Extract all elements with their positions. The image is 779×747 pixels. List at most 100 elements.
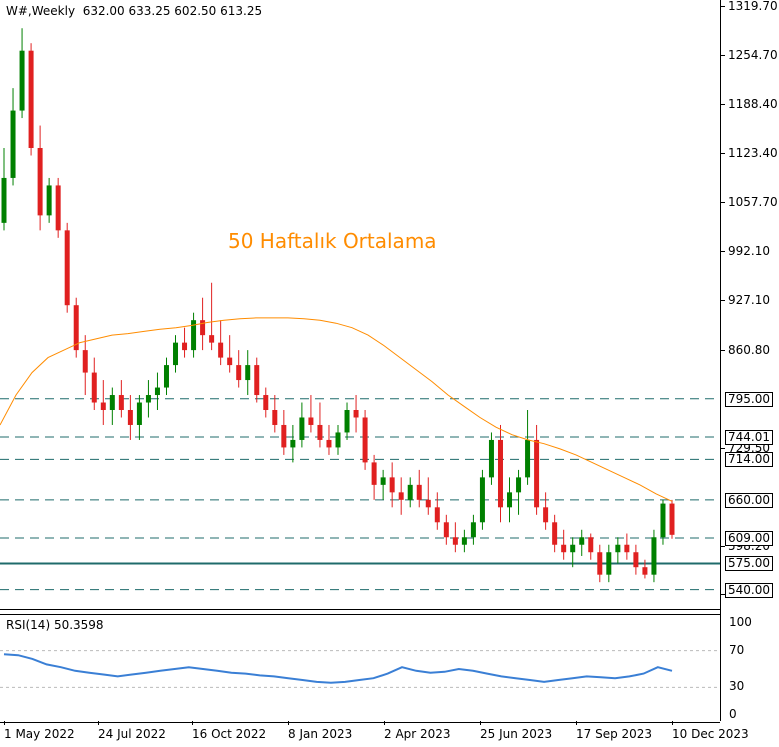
rsi-tick-label: 70 xyxy=(729,642,745,657)
price-chart-panel[interactable]: W#,Weekly 632.00 633.25 602.50 613.25 50… xyxy=(0,0,720,610)
candle-body xyxy=(416,484,422,500)
candle-body xyxy=(389,477,395,493)
price-tick-mark xyxy=(721,546,725,548)
price-tick-mark xyxy=(721,594,725,595)
date-tick-mark xyxy=(672,721,673,725)
candle-body xyxy=(19,50,25,111)
candle-body xyxy=(588,537,594,553)
candle-body xyxy=(371,462,377,485)
candle-body xyxy=(344,410,350,433)
price-tick-mark xyxy=(721,349,725,351)
candle-body xyxy=(163,365,169,388)
candle-body xyxy=(660,503,666,538)
candle-body xyxy=(398,492,404,500)
candle-body xyxy=(534,439,540,508)
candle-body xyxy=(91,372,97,403)
candlestick-chart[interactable] xyxy=(0,0,720,609)
candle-body xyxy=(380,477,386,485)
candle-body xyxy=(443,522,449,538)
ohlc-values: 632.00 633.25 602.50 613.25 xyxy=(82,4,263,18)
candle-body xyxy=(299,417,305,440)
candle-body xyxy=(633,552,639,568)
price-tick-label: 860.80 xyxy=(728,342,770,357)
candle-body xyxy=(191,320,197,351)
price-tick-mark xyxy=(721,447,725,449)
level-price-label: 575.00 xyxy=(725,556,773,572)
candle-body xyxy=(507,492,513,508)
candle-body xyxy=(461,537,467,545)
date-tick-label: 1 May 2022 xyxy=(4,727,75,741)
date-tick-mark xyxy=(384,721,385,725)
rsi-tick-label: 0 xyxy=(729,707,737,721)
candle-body xyxy=(55,185,61,231)
candle-body xyxy=(669,503,675,535)
moving-average-annotation: 50 Haftalık Ortalama xyxy=(228,229,437,253)
candle-body xyxy=(37,148,43,216)
candle-body xyxy=(651,537,657,575)
moving-average-line xyxy=(0,317,673,502)
candle-body xyxy=(145,395,151,403)
candle-body xyxy=(290,439,296,448)
candle-body xyxy=(272,410,278,425)
level-price-label: 795.00 xyxy=(725,391,773,407)
rsi-chart[interactable] xyxy=(0,615,720,722)
candle-body xyxy=(497,439,503,508)
candle-body xyxy=(525,439,531,478)
date-tick-label: 2 Apr 2023 xyxy=(384,727,451,741)
symbol-label: W#,Weekly xyxy=(6,4,76,18)
candle-body xyxy=(236,365,242,381)
candle-body xyxy=(326,439,332,448)
candle-body xyxy=(597,552,603,575)
level-price-label: 714.00 xyxy=(725,452,773,468)
date-tick-label: 24 Jul 2022 xyxy=(98,727,166,741)
candle-body xyxy=(552,522,558,545)
date-tick-mark xyxy=(4,721,5,725)
candle-body xyxy=(561,544,567,553)
candle-body xyxy=(263,395,269,411)
level-price-label: 744.01 xyxy=(725,429,773,445)
date-tick-mark xyxy=(576,721,577,725)
date-tick-mark xyxy=(288,721,289,725)
price-tick-mark xyxy=(721,104,725,106)
candle-body xyxy=(308,417,314,425)
rsi-panel[interactable]: RSI(14) 50.3598 xyxy=(0,614,720,723)
candle-body xyxy=(516,477,522,493)
candle-body xyxy=(362,417,368,463)
candle-body xyxy=(218,342,224,358)
price-tick-label: 992.10 xyxy=(728,244,770,259)
candle-body xyxy=(642,567,648,575)
price-tick-label: 1188.40 xyxy=(728,97,778,112)
candle-body xyxy=(452,537,458,545)
level-price-label: 609.00 xyxy=(725,531,773,546)
candle-body xyxy=(227,357,233,366)
time-axis[interactable]: 1 May 2022 24 Jul 2022 16 Oct 2022 8 Jan 20… xyxy=(0,721,749,747)
candle-body xyxy=(118,395,124,411)
candle-body xyxy=(254,365,260,396)
candle-body xyxy=(606,552,612,575)
candle-body xyxy=(353,410,359,418)
candle-body xyxy=(434,507,440,523)
price-axis[interactable]: 1319.70 1254.70 1188.40 1123.40 1057.70 992.1… xyxy=(720,0,779,721)
date-tick-mark xyxy=(192,721,193,725)
level-price-label: 660.00 xyxy=(725,492,773,508)
candle-body xyxy=(570,544,576,553)
rsi-line xyxy=(3,653,673,684)
candle-body xyxy=(479,477,485,523)
candle-body xyxy=(425,499,431,508)
date-tick-label: 25 Jun 2023 xyxy=(480,727,553,741)
price-tick-label: 1319.70 xyxy=(728,0,778,13)
candle-body xyxy=(100,402,106,411)
rsi-tick-label: 100 xyxy=(729,615,752,629)
candle-body xyxy=(579,537,585,545)
candle-body xyxy=(182,342,188,351)
price-tick-mark xyxy=(721,299,725,301)
price-tick-mark xyxy=(721,251,725,253)
date-tick-label: 16 Oct 2022 xyxy=(192,727,267,741)
level-price-label: 540.00 xyxy=(725,582,773,598)
rsi-title: RSI(14) 50.3598 xyxy=(6,618,104,632)
candle-body xyxy=(46,185,52,216)
candle-body xyxy=(543,507,549,523)
candle-body xyxy=(64,230,70,306)
candle-body xyxy=(127,410,133,425)
candle-body xyxy=(109,395,115,411)
